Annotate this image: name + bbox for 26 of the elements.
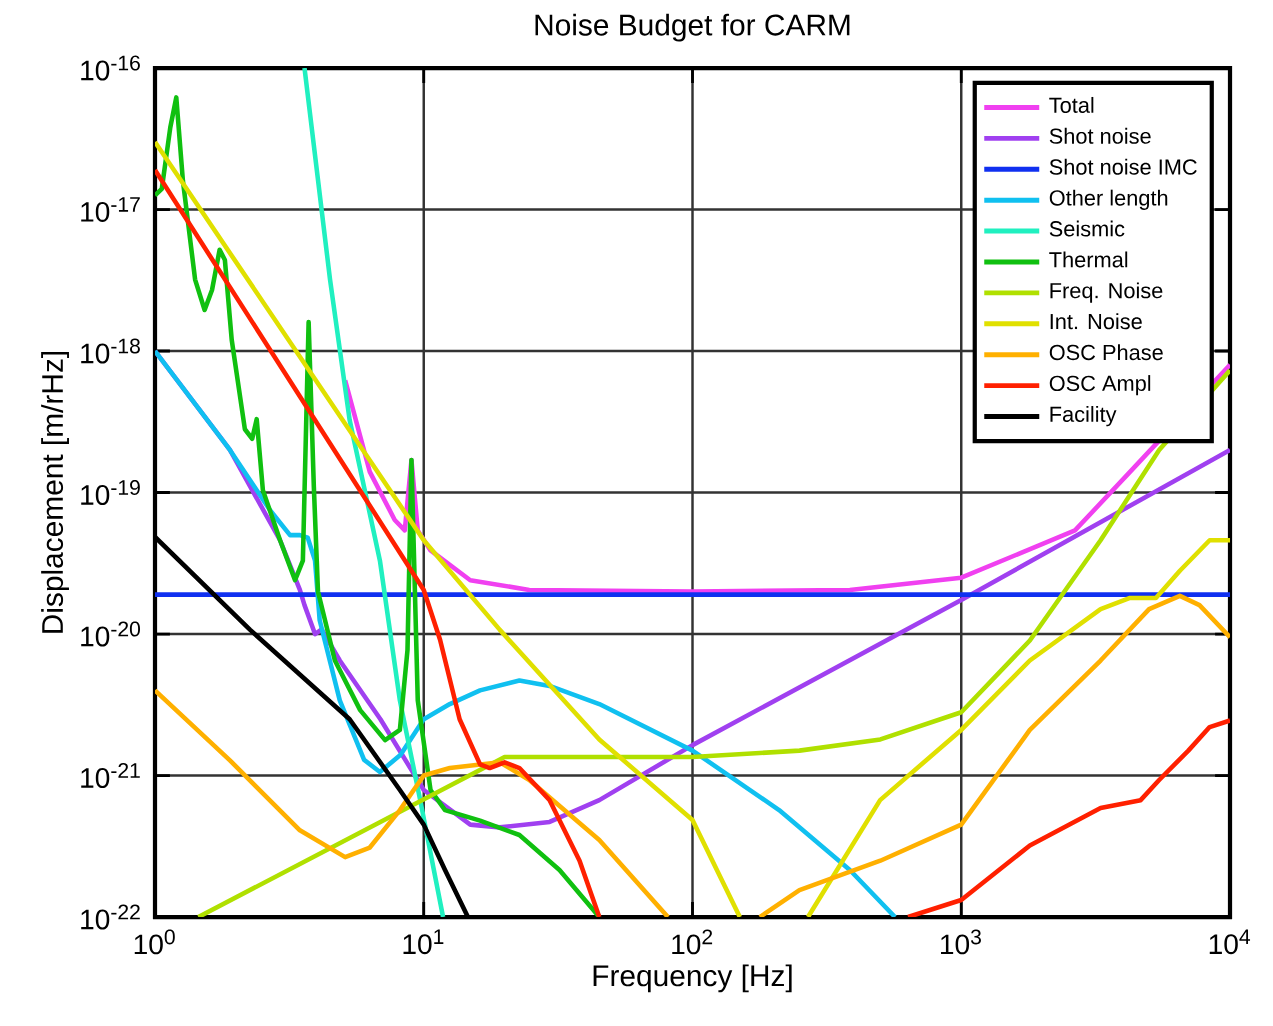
y-tick-label: 10$^{-21}$ [81,763,140,788]
y-axis-title: Displacement [m/rHz] [41,351,69,633]
x-tick-label: 10$^{1}$ [403,929,444,955]
x-tick-label: 10$^{2}$ [672,929,713,955]
x-tick-label: 10$^{3}$ [941,929,981,955]
y-tick-label: 10$^{-20}$ [81,621,141,647]
y-tick-label: 10$^{-17}$ [81,197,140,222]
chart-title: Noise Budget for CARM [535,13,850,42]
legend-label: Total [1049,96,1094,113]
legend-label: Facility [1050,405,1117,427]
legend-label: OSC Phase [1049,344,1163,361]
y-tick-label: 10$^{-22}$ [81,904,140,930]
legend-label: Other length [1049,189,1168,210]
legend-label: Thermal [1049,251,1128,268]
legend-label: OSC Ampl [1049,375,1151,396]
legend-label: Int. Noise [1050,313,1142,330]
legend-label: Freq. Noise [1050,282,1163,303]
legend-label: Seismic [1049,220,1125,237]
y-tick-label: 10$^{-18}$ [81,338,140,364]
x-tick-label: 10$^{4}$ [1209,929,1251,955]
x-tick-label: 10$^{0}$ [134,929,175,955]
legend-label: Shot noise [1049,127,1151,144]
x-axis-title: Frequency [Hz] [593,964,792,993]
y-tick-label: 10$^{-19}$ [81,480,140,505]
y-tick-label: 10$^{-16}$ [81,55,140,81]
legend-label: Shot noise IMC [1049,158,1197,175]
